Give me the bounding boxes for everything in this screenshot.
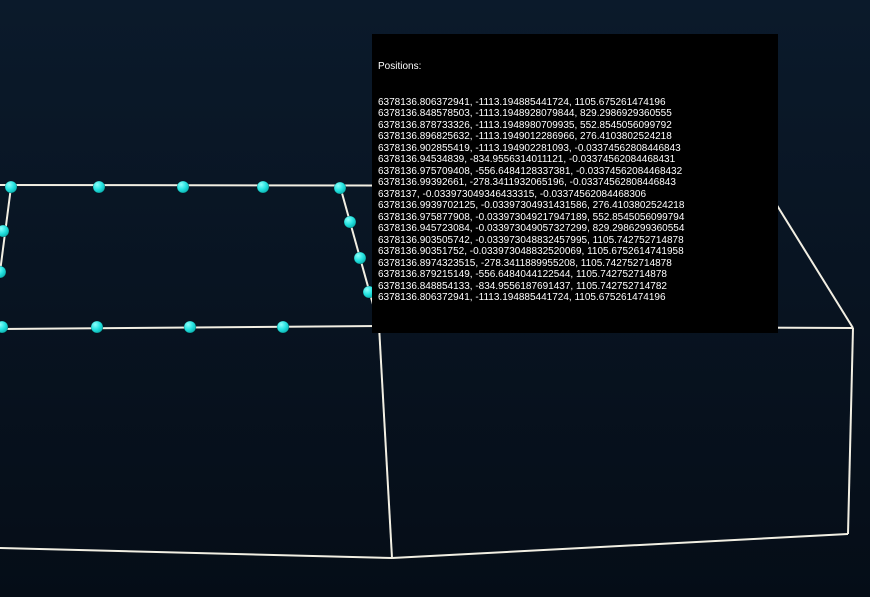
viewport-svg — [0, 0, 870, 597]
grid-line-1 — [0, 185, 765, 186]
vertex-03[interactable] — [257, 181, 269, 193]
vertex-11[interactable] — [373, 320, 385, 332]
vertex-14[interactable] — [363, 286, 375, 298]
vertex-02[interactable] — [177, 181, 189, 193]
vertex-08[interactable] — [91, 321, 103, 333]
vertex-15[interactable] — [378, 232, 390, 244]
viewport-background — [0, 0, 870, 597]
vertex-13[interactable] — [354, 252, 366, 264]
vertex-10[interactable] — [277, 321, 289, 333]
vertex-01[interactable] — [93, 181, 105, 193]
viewport-3d[interactable]: Positions: 6378136.806372941, -1113.1948… — [0, 0, 870, 597]
vertex-09[interactable] — [184, 321, 196, 333]
vertex-00[interactable] — [5, 181, 17, 193]
vertex-04[interactable] — [334, 182, 346, 194]
vertex-12[interactable] — [344, 216, 356, 228]
